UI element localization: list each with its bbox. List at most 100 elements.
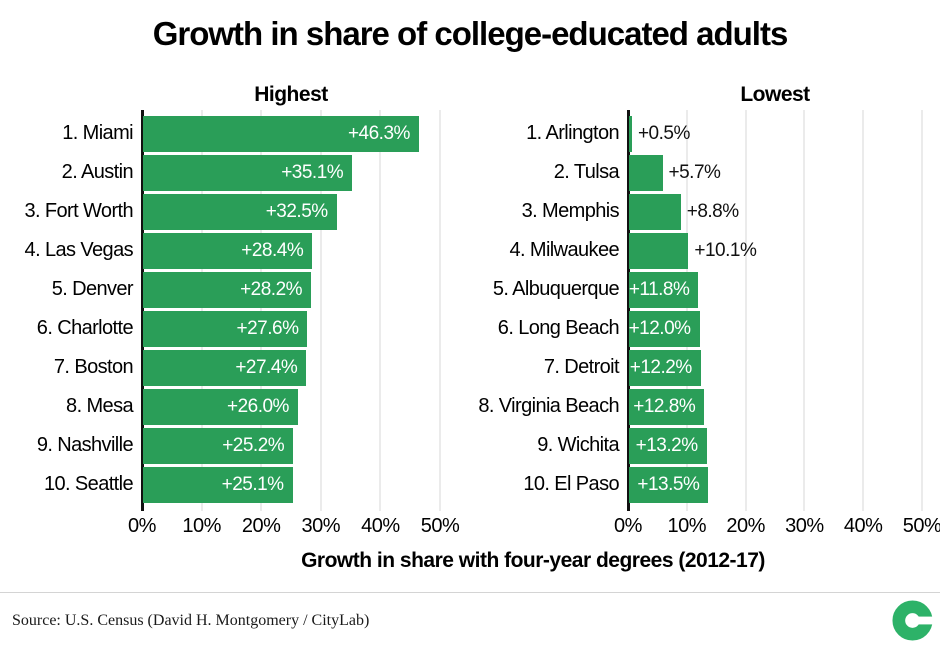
category-label: 2. Tulsa <box>553 161 620 184</box>
bar-track: +0.5% <box>628 115 940 152</box>
bar-track: +12.0% <box>628 310 940 347</box>
gridline <box>744 110 747 512</box>
category-label: 9. Wichita <box>537 434 619 457</box>
bar <box>143 466 293 503</box>
bar <box>629 115 632 152</box>
bar-track: +8.8% <box>628 193 940 230</box>
bar-track: +13.5% <box>628 466 940 503</box>
y-axis-line <box>141 110 144 512</box>
bar-row: 5. Albuquerque +11.8% <box>470 270 940 309</box>
value-label: +8.8% <box>686 200 739 222</box>
bar-row: 9. Nashville +25.2% <box>0 426 470 465</box>
bar <box>629 232 689 269</box>
category-label: 8. Mesa <box>66 395 134 418</box>
bar <box>143 193 337 230</box>
x-tick-label: 50% <box>420 515 460 538</box>
value-label: +35.1% <box>281 161 344 183</box>
bar-track: +25.2% <box>142 427 470 464</box>
bar <box>143 115 419 152</box>
category-label: 10. Seattle <box>43 473 134 496</box>
gridline <box>439 110 441 512</box>
bar-row: 10. El Paso +13.5% <box>470 465 940 504</box>
bar-row: 8. Mesa +26.0% <box>0 387 470 426</box>
category-label: 1. Miami <box>62 122 133 145</box>
x-axis-ticks: 0% 10% 20% 30% 40% 50% <box>614 511 940 542</box>
footer-divider <box>0 592 940 593</box>
category-label: 8. Virginia Beach <box>478 395 619 418</box>
category-label: 6. Long Beach <box>497 317 620 340</box>
category-label: 2. Austin <box>61 161 134 184</box>
gridline <box>921 110 923 512</box>
bar-track: +13.2% <box>628 427 940 464</box>
value-label: +27.6% <box>236 317 299 339</box>
bar-track: +27.4% <box>142 349 470 386</box>
category-label: 3. Fort Worth <box>24 200 133 223</box>
value-label: +10.1% <box>694 239 757 261</box>
x-tick-label: 30% <box>785 515 824 538</box>
panel-heading-lowest: Lowest <box>740 83 810 107</box>
category-label: 5. Albuquerque <box>492 278 620 301</box>
category-label: 9. Nashville <box>36 434 134 457</box>
x-tick-label: 30% <box>301 515 341 538</box>
value-label: +0.5% <box>637 122 690 144</box>
bar <box>629 349 701 386</box>
bar <box>629 193 681 230</box>
bar-track: +11.8% <box>628 271 940 308</box>
value-label: +12.0% <box>628 317 691 339</box>
gridline <box>379 110 382 512</box>
category-label: 1. Arlington <box>526 122 619 145</box>
value-label: +5.7% <box>668 161 721 183</box>
gridline <box>803 110 806 512</box>
bar <box>143 232 313 269</box>
panel-heading-highest: Highest <box>254 83 328 107</box>
x-tick-label: 20% <box>726 515 765 538</box>
value-label: +28.4% <box>241 239 304 261</box>
y-axis-line <box>627 110 630 512</box>
bar-row: 2. Austin +35.1% <box>0 153 470 192</box>
bar <box>143 427 294 464</box>
value-label: +26.0% <box>226 395 289 417</box>
x-axis-title: Growth in share with four-year degrees (… <box>301 549 765 573</box>
bar <box>629 154 663 191</box>
value-label: +27.4% <box>235 356 298 378</box>
x-tick-label: 20% <box>241 515 281 538</box>
panel-lowest: Lowest 1. Arlington +0.5% 2. Tulsa +5.7% 3. … <box>470 83 940 542</box>
bar-row: 6. Charlotte +27.6% <box>0 309 470 348</box>
bar-row: 10. Seattle +25.1% <box>0 465 470 504</box>
bar <box>143 349 307 386</box>
category-label: 4. Milwaukee <box>509 239 619 262</box>
bar <box>143 154 353 191</box>
value-label: +46.3% <box>347 122 410 144</box>
bar-row: 4. Milwaukee +10.1% <box>470 231 940 270</box>
value-label: +12.2% <box>629 356 692 378</box>
bar-track: +35.1% <box>142 154 470 191</box>
bar-row: 4. Las Vegas +28.4% <box>0 231 470 270</box>
x-axis-ticks: 0% 10% 20% 30% 40% 50% <box>128 511 470 542</box>
bar <box>143 310 308 347</box>
bar-row: 7. Detroit +12.2% <box>470 348 940 387</box>
category-label: 4. Las Vegas <box>24 239 134 262</box>
panel-body: 1. Miami +46.3% 2. Austin +35.1% 3. Fort Wor… <box>0 110 470 512</box>
value-label: +11.8% <box>628 278 690 300</box>
x-tick-label: 0% <box>128 515 156 538</box>
bar-track: +32.5% <box>142 193 470 230</box>
panel-highest: Highest 1. Miami +46.3% 2. Austin +35.1% 3. … <box>0 83 470 542</box>
bar <box>629 427 707 464</box>
bar-track: +26.0% <box>142 388 470 425</box>
x-tick-label: 10% <box>182 515 221 538</box>
citylab-c-icon <box>892 600 934 641</box>
category-label: 6. Charlotte <box>36 317 134 340</box>
bar-row: 6. Long Beach +12.0% <box>470 309 940 348</box>
x-tick-label: 10% <box>667 515 707 538</box>
bar <box>143 271 312 308</box>
x-tick-label: 40% <box>361 515 400 538</box>
bar-track: +28.4% <box>142 232 470 269</box>
category-label: 7. Detroit <box>543 356 620 379</box>
bar-track: +5.7% <box>628 154 940 191</box>
bar-track: +12.2% <box>628 349 940 386</box>
citylab-logo <box>891 599 934 642</box>
value-label: +32.5% <box>265 200 328 222</box>
category-label: 7. Boston <box>53 356 134 379</box>
bar-row: 8. Virginia Beach +12.8% <box>470 387 940 426</box>
